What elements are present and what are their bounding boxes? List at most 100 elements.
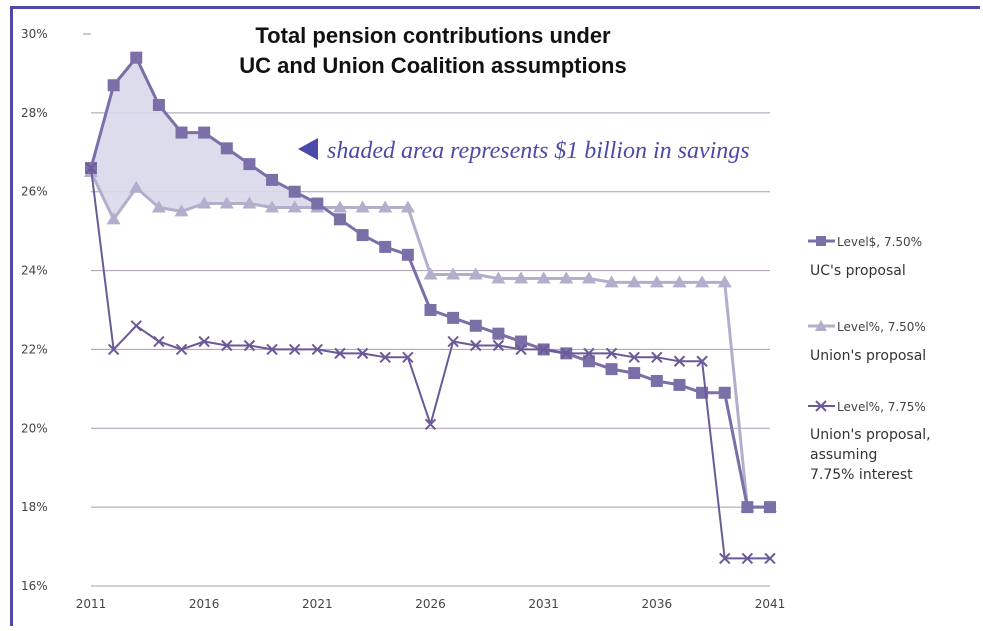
data-point bbox=[220, 142, 233, 155]
data-point bbox=[446, 267, 461, 280]
x-tick-label: 2021 bbox=[302, 597, 333, 611]
x-tick-label: 2041 bbox=[755, 597, 786, 611]
data-point bbox=[696, 355, 708, 367]
data-point bbox=[581, 271, 596, 284]
data-point bbox=[266, 343, 278, 356]
data-point bbox=[400, 200, 415, 213]
series-line bbox=[90, 167, 770, 560]
data-point bbox=[130, 320, 142, 332]
data-point bbox=[197, 196, 212, 209]
data-point bbox=[649, 275, 664, 288]
data-point bbox=[423, 267, 438, 280]
data-point bbox=[719, 552, 731, 565]
data-point bbox=[582, 355, 595, 368]
data-point bbox=[560, 347, 573, 360]
data-point bbox=[491, 271, 506, 284]
data-point bbox=[559, 271, 574, 284]
data-point bbox=[85, 162, 97, 174]
data-point bbox=[151, 200, 166, 213]
legend-caption-2: Union's proposal bbox=[810, 348, 926, 364]
data-point bbox=[469, 319, 482, 332]
legend-item-union: Level%, 7.50% Union's proposal bbox=[808, 320, 926, 364]
x-tick-label: 2036 bbox=[642, 597, 673, 611]
data-point bbox=[106, 212, 121, 225]
legend-item-union-775: Level%, 7.75% Union's proposal, assuming… bbox=[808, 400, 931, 483]
data-point bbox=[583, 347, 595, 360]
data-point bbox=[333, 213, 346, 226]
data-point bbox=[627, 275, 642, 288]
x-tick-label: 2026 bbox=[415, 597, 446, 611]
y-tick-label: 26% bbox=[21, 185, 48, 199]
annotation: shaded area represents $1 billion in sav… bbox=[298, 138, 750, 164]
data-point bbox=[650, 374, 663, 387]
legend-series-name-2: Level%, 7.50% bbox=[837, 320, 926, 334]
legend-series-name-1: Level$, 7.50% bbox=[837, 235, 922, 249]
data-point bbox=[219, 196, 234, 209]
data-point bbox=[492, 339, 505, 352]
data-point bbox=[174, 204, 189, 217]
data-point bbox=[651, 351, 663, 364]
triangle-marker-icon bbox=[815, 320, 827, 331]
data-point bbox=[537, 343, 550, 356]
data-point bbox=[221, 339, 233, 352]
data-point bbox=[673, 355, 686, 367]
legend: Level$, 7.50% UC's proposal Level%, 7.50… bbox=[808, 235, 931, 483]
data-point bbox=[402, 351, 414, 364]
data-point bbox=[379, 240, 392, 253]
data-point bbox=[605, 347, 618, 360]
y-tick-label: 16% bbox=[21, 579, 48, 593]
axis-labels: 16% 18% 20% 22% 24% 26% 28% 30% 2011 2016 2021 2026… bbox=[21, 27, 785, 611]
chart-title-line-2: UC and Union Coalition assumptions bbox=[239, 53, 626, 78]
data-point bbox=[764, 501, 776, 514]
data-point bbox=[243, 339, 256, 352]
data-point bbox=[764, 552, 776, 565]
data-point bbox=[672, 275, 687, 288]
y-tick-label: 28% bbox=[21, 106, 48, 120]
y-tick-label: 20% bbox=[21, 421, 48, 435]
data-point bbox=[447, 335, 459, 348]
chart-title-line-1: Total pension contributions under bbox=[255, 23, 611, 48]
y-tick-label: 24% bbox=[21, 264, 48, 278]
data-point bbox=[536, 271, 551, 284]
pension-chart: 16% 18% 20% 22% 24% 26% 28% 30% 2011 2016 2021 2026… bbox=[21, 23, 931, 611]
data-point bbox=[356, 229, 369, 242]
data-point bbox=[741, 501, 754, 514]
x-tick-label: 2016 bbox=[189, 597, 220, 611]
legend-caption-3-line-2: assuming bbox=[810, 447, 877, 463]
data-point bbox=[628, 351, 640, 364]
data-point bbox=[311, 343, 324, 356]
square-marker-icon bbox=[816, 236, 826, 246]
legend-caption-3-line-1: Union's proposal, bbox=[810, 427, 931, 443]
data-point bbox=[514, 271, 529, 284]
data-point bbox=[355, 200, 370, 213]
data-point bbox=[695, 275, 710, 288]
data-point bbox=[379, 351, 391, 364]
data-point bbox=[198, 126, 211, 139]
data-point bbox=[288, 343, 301, 356]
x-marker-icon bbox=[815, 400, 827, 412]
data-point bbox=[107, 79, 120, 92]
data-point bbox=[515, 343, 527, 356]
x-tick-label: 2031 bbox=[528, 597, 559, 611]
legend-item-uc: Level$, 7.50% UC's proposal bbox=[808, 235, 922, 279]
data-point bbox=[515, 335, 528, 348]
data-point bbox=[718, 386, 731, 399]
data-point bbox=[673, 378, 686, 391]
data-point bbox=[447, 311, 460, 324]
data-point bbox=[470, 339, 482, 352]
y-tick-label: 30% bbox=[21, 27, 48, 41]
data-point bbox=[243, 158, 256, 171]
data-point bbox=[311, 197, 324, 210]
data-point bbox=[356, 347, 369, 360]
data-point bbox=[265, 200, 280, 213]
legend-caption-3-line-3: 7.75% interest bbox=[810, 467, 913, 483]
data-point bbox=[107, 343, 120, 356]
data-point bbox=[628, 367, 641, 380]
data-point bbox=[401, 248, 414, 261]
data-point bbox=[287, 200, 302, 213]
data-point bbox=[468, 267, 483, 280]
data-point bbox=[605, 363, 618, 376]
data-point bbox=[175, 343, 188, 356]
data-point bbox=[424, 418, 437, 431]
x-tick-label: 2011 bbox=[76, 597, 107, 611]
